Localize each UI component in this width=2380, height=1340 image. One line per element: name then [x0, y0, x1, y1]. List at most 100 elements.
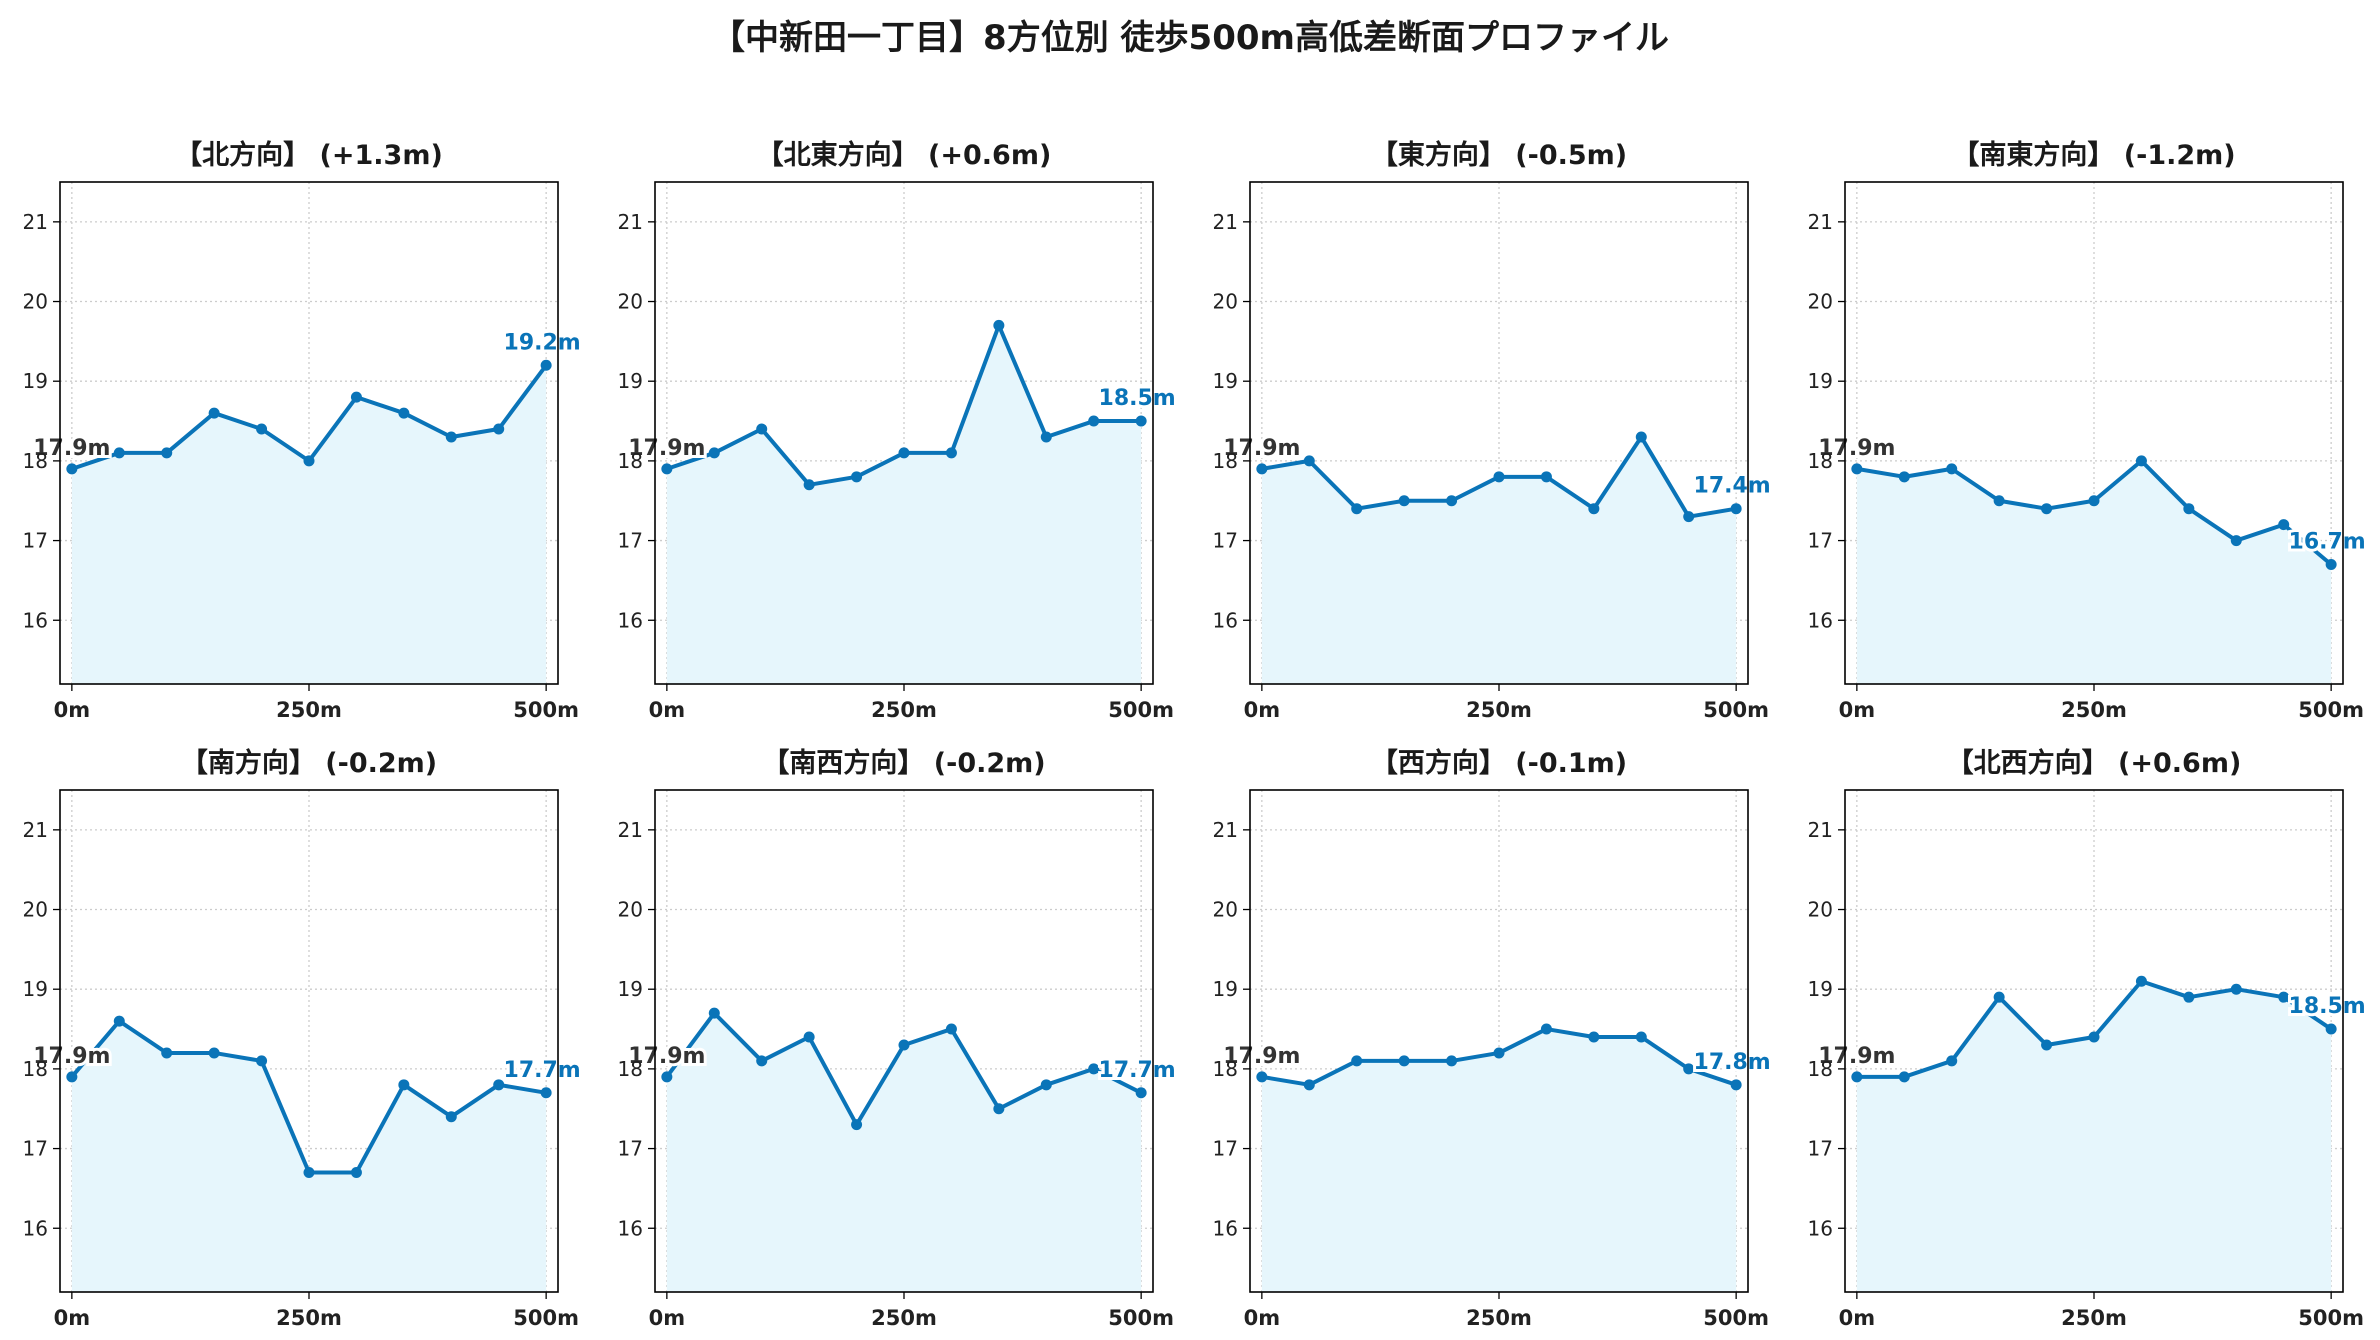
y-tick-label: 18: [618, 1057, 643, 1081]
data-point: [1851, 1071, 1863, 1083]
data-point: [1493, 471, 1505, 483]
data-point: [993, 319, 1005, 331]
subplot-title: 【西方向】 (-0.1m): [1371, 747, 1627, 779]
x-tick-label: 250m: [276, 698, 342, 722]
y-tick-label: 20: [23, 290, 48, 314]
elevation-area: [1856, 981, 2332, 1292]
subplot-2: 【北東方向】 (+0.6m) 17.9m 18.5m 16 17 18 19 20 21 0m 25…: [618, 139, 1179, 722]
x-tick-label: 0m: [1839, 1306, 1876, 1330]
x-tick-label: 500m: [2298, 698, 2364, 722]
data-point: [2325, 558, 2337, 570]
end-elevation-label: 17.8m: [1694, 1050, 1771, 1075]
start-elevation-label: 17.9m: [1223, 1044, 1300, 1069]
y-tick-label: 21: [618, 818, 643, 842]
data-point: [1256, 1071, 1268, 1083]
subplot-title: 【南東方向】 (-1.2m): [1952, 139, 2235, 171]
data-point: [756, 1055, 768, 1067]
subplot-title: 【南西方向】 (-0.2m): [762, 747, 1045, 779]
data-point: [708, 1007, 720, 1019]
y-tick-label: 16: [23, 1216, 48, 1240]
elevation-area: [666, 1013, 1142, 1292]
data-point: [398, 407, 410, 419]
y-tick-label: 19: [1213, 369, 1238, 393]
y-tick-label: 16: [618, 608, 643, 632]
subplot-5: 【南方向】 (-0.2m) 17.9m 17.7m 16 17 18 19 20 21 0m 250…: [23, 747, 584, 1330]
end-elevation-label: 18.5m: [1099, 386, 1176, 411]
data-point: [1351, 1055, 1363, 1067]
y-tick-label: 19: [618, 977, 643, 1001]
data-point: [1683, 1063, 1695, 1075]
subplot-6: 【南西方向】 (-0.2m) 17.9m 17.7m 16 17 18 19 20 21 0m 25…: [618, 747, 1179, 1330]
data-point: [1398, 495, 1410, 507]
subplot-4: 【南東方向】 (-1.2m) 17.9m 16.7m 16 17 18 19 20 21 0m 25…: [1808, 139, 2369, 722]
data-point: [2088, 495, 2100, 507]
data-point: [1635, 1031, 1647, 1043]
x-tick-label: 0m: [54, 698, 91, 722]
y-tick-label: 17: [1213, 529, 1238, 553]
end-elevation-label: 18.5m: [2289, 994, 2366, 1019]
x-tick-label: 0m: [649, 1306, 686, 1330]
y-tick-label: 17: [1808, 1137, 1833, 1161]
data-point: [1540, 471, 1552, 483]
data-point: [161, 1047, 173, 1059]
y-tick-label: 18: [618, 449, 643, 473]
x-tick-label: 250m: [1466, 698, 1532, 722]
subplot-title: 【北方向】 (+1.3m): [175, 139, 443, 171]
y-tick-label: 19: [618, 369, 643, 393]
data-point: [1730, 503, 1742, 515]
x-tick-label: 500m: [513, 698, 579, 722]
data-point: [945, 447, 957, 459]
elevation-area: [1856, 460, 2332, 684]
y-tick-label: 18: [1213, 1057, 1238, 1081]
data-point: [66, 1071, 78, 1083]
y-tick-label: 19: [23, 977, 48, 1001]
start-elevation-label: 17.9m: [33, 1044, 110, 1069]
y-tick-label: 16: [1808, 1216, 1833, 1240]
data-point: [2183, 991, 2195, 1003]
data-point: [303, 455, 315, 467]
data-point: [2135, 455, 2147, 467]
data-point: [66, 463, 78, 475]
data-point: [1135, 415, 1147, 427]
data-point: [2041, 1039, 2053, 1051]
y-tick-label: 19: [1213, 977, 1238, 1001]
data-point: [1635, 431, 1647, 443]
x-tick-label: 500m: [2298, 1306, 2364, 1330]
y-tick-label: 20: [1213, 898, 1238, 922]
end-elevation-label: 19.2m: [504, 330, 581, 355]
data-point: [113, 1015, 125, 1027]
y-tick-label: 19: [1808, 369, 1833, 393]
data-point: [898, 1039, 910, 1051]
y-tick-label: 21: [23, 818, 48, 842]
x-tick-label: 0m: [1244, 1306, 1281, 1330]
data-point: [540, 1087, 552, 1099]
data-point: [945, 1023, 957, 1035]
data-point: [851, 471, 863, 483]
subplot-8: 【北西方向】 (+0.6m) 17.9m 18.5m 16 17 18 19 20 21 0m 25…: [1808, 747, 2369, 1330]
x-tick-label: 500m: [1108, 1306, 1174, 1330]
x-tick-label: 0m: [54, 1306, 91, 1330]
subplot-7: 【西方向】 (-0.1m) 17.9m 17.8m 16 17 18 19 20 21 0m 250…: [1213, 747, 1774, 1330]
data-point: [1730, 1079, 1742, 1091]
subplot-title: 【南方向】 (-0.2m): [181, 747, 437, 779]
data-point: [2135, 975, 2147, 987]
data-point: [208, 1047, 220, 1059]
y-tick-label: 21: [1213, 818, 1238, 842]
end-elevation-label: 17.4m: [1694, 474, 1771, 499]
start-elevation-label: 17.9m: [628, 436, 705, 461]
data-point: [350, 1166, 362, 1178]
data-point: [161, 447, 173, 459]
data-point: [208, 407, 220, 419]
start-elevation-label: 17.9m: [1818, 1044, 1895, 1069]
data-point: [1898, 1071, 1910, 1083]
y-tick-label: 20: [1213, 290, 1238, 314]
x-tick-label: 250m: [871, 698, 937, 722]
start-elevation-label: 17.9m: [33, 436, 110, 461]
data-point: [1040, 431, 1052, 443]
start-elevation-label: 17.9m: [1818, 436, 1895, 461]
elevation-area: [666, 325, 1142, 684]
x-tick-label: 250m: [2061, 1306, 2127, 1330]
data-point: [113, 447, 125, 459]
y-tick-label: 20: [1808, 290, 1833, 314]
y-tick-label: 21: [1808, 818, 1833, 842]
